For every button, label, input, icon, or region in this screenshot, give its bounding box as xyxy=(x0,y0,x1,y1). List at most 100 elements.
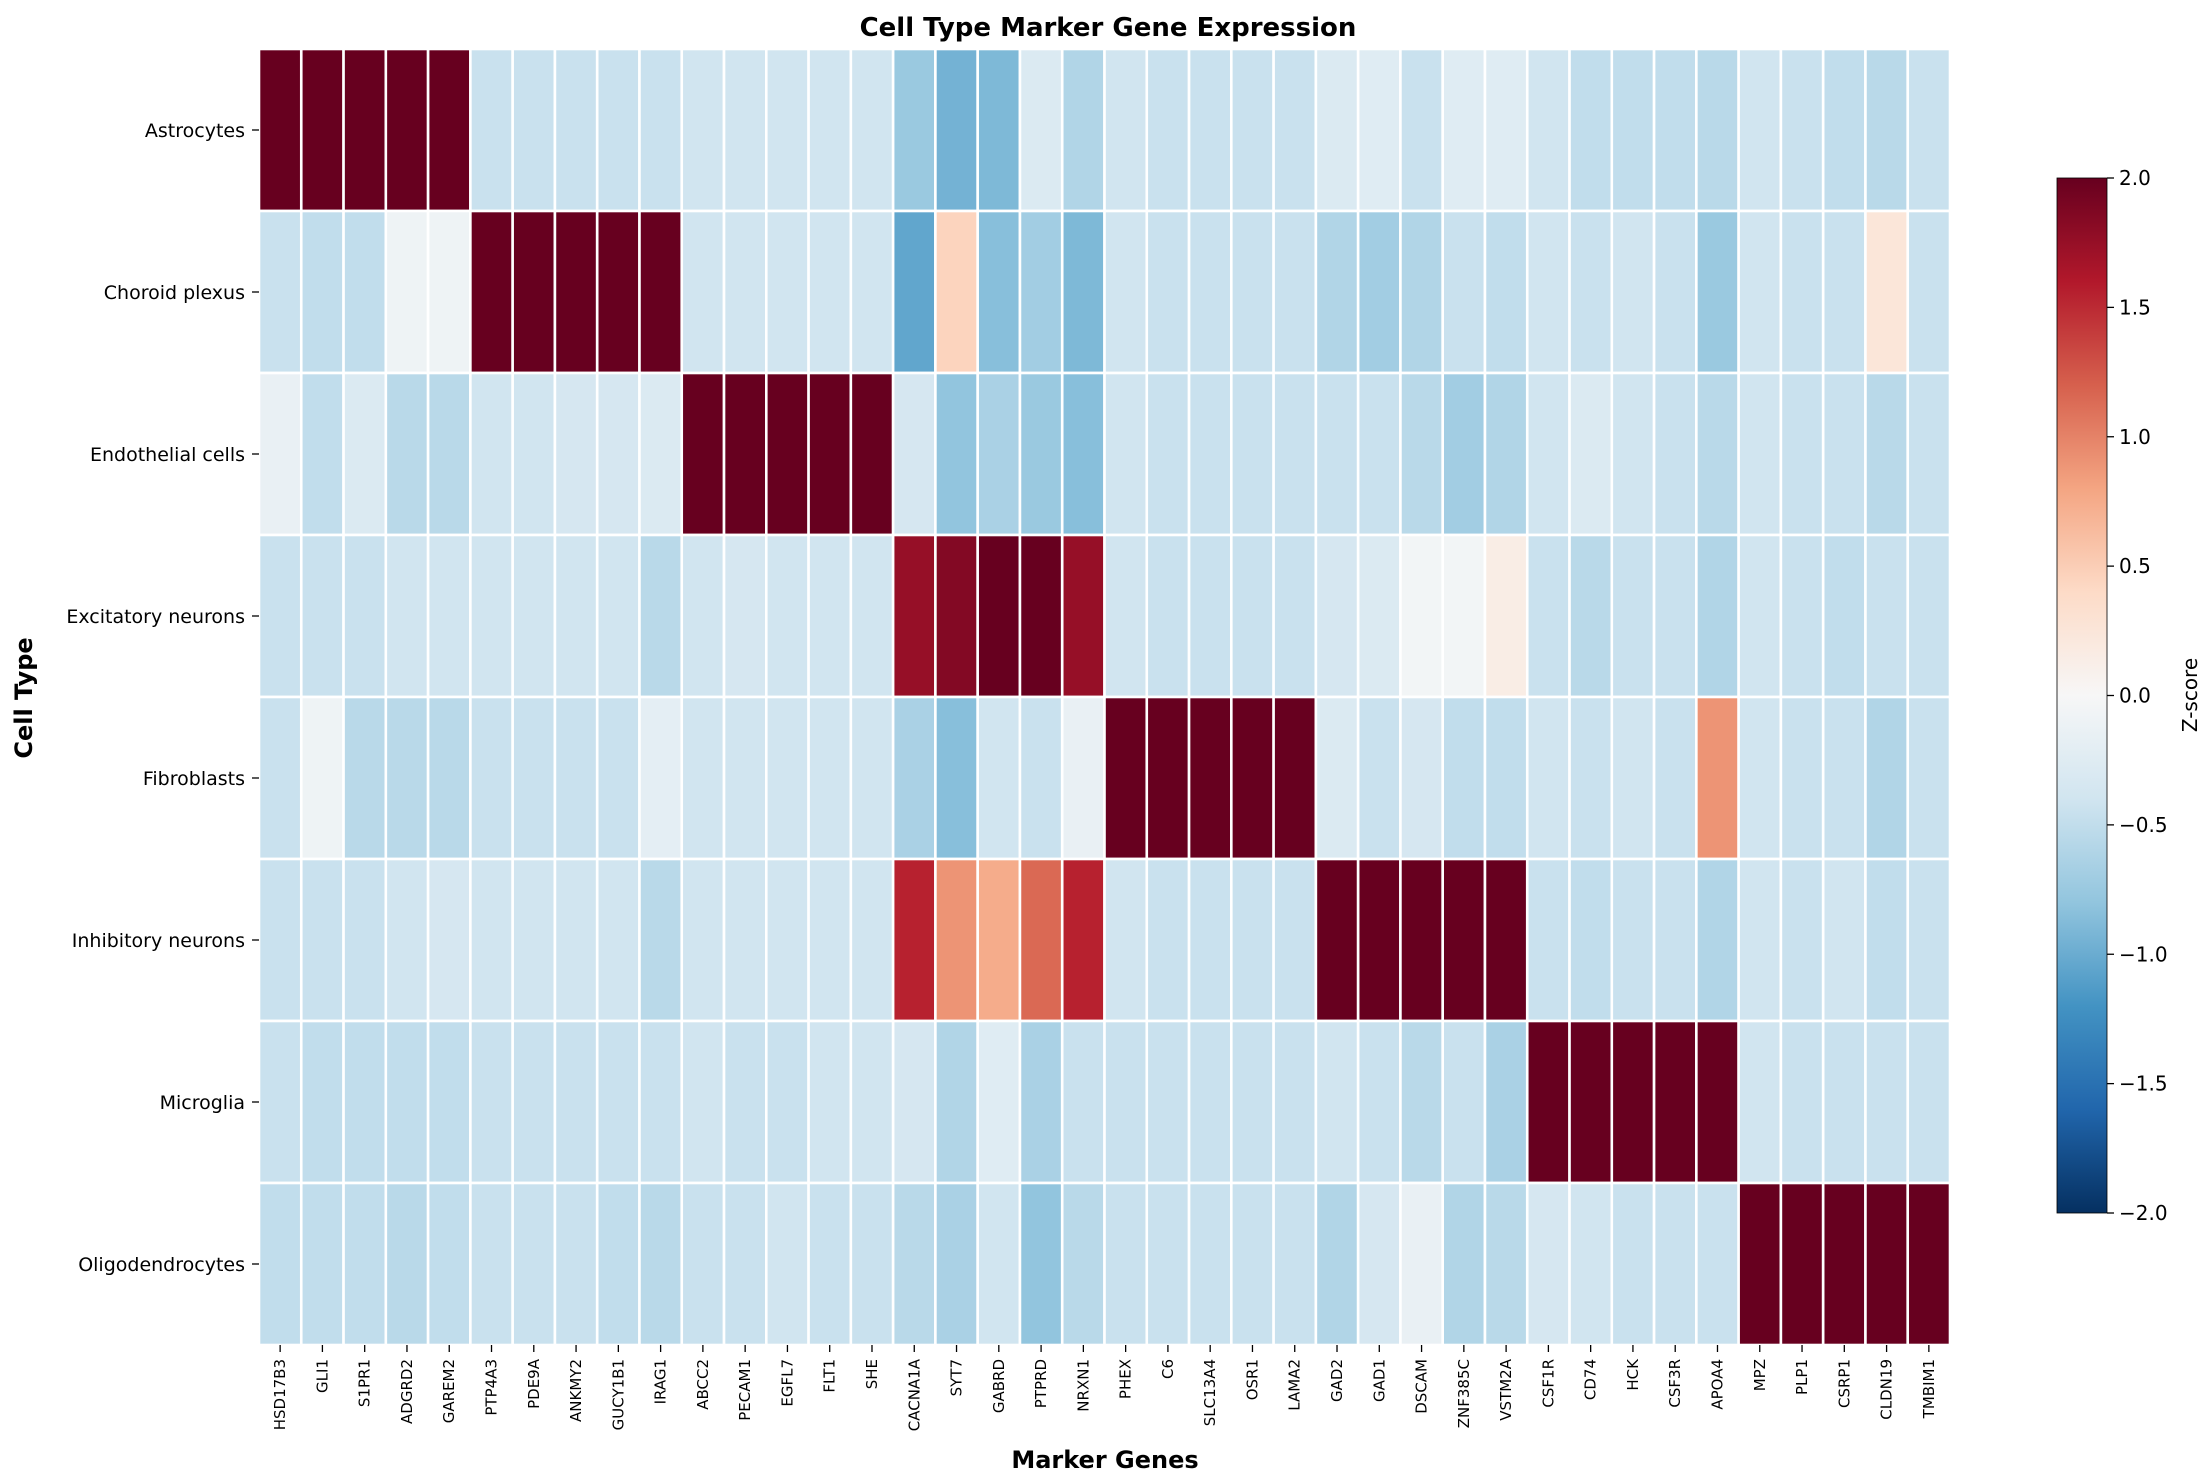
heatmap-cell xyxy=(1821,695,1867,861)
heatmap-cell xyxy=(976,1019,1022,1185)
heatmap-cell xyxy=(934,209,979,375)
heatmap-cell xyxy=(1483,47,1529,213)
x-tick-label: LAMA2 xyxy=(1286,1359,1304,1411)
heatmap-cell xyxy=(1695,857,1740,1023)
heatmap-cell xyxy=(1399,1181,1445,1347)
heatmap-cell xyxy=(1779,857,1825,1023)
heatmap-cell xyxy=(891,533,937,699)
heatmap-cell xyxy=(1314,371,1360,537)
heatmap-cell xyxy=(1356,695,1402,861)
heatmap-cell xyxy=(511,371,557,537)
heatmap-cell xyxy=(722,857,768,1023)
heatmap-cell xyxy=(764,371,810,537)
heatmap-cell xyxy=(426,533,472,699)
x-tick-label: PHEX xyxy=(1117,1359,1135,1399)
heatmap-cell xyxy=(342,695,388,861)
heatmap-cell xyxy=(1018,857,1064,1023)
heatmap-cell xyxy=(1610,1181,1656,1347)
heatmap-cell xyxy=(1018,47,1064,213)
colorbar-ticks: 2.0 1.5 1.0 0.5 0.0 −0.5 −1.0 −1.5 −2.0 xyxy=(2107,166,2168,1225)
heatmap-cell xyxy=(553,47,599,213)
heatmap-cell xyxy=(257,1019,303,1185)
heatmap-cell xyxy=(1525,371,1571,537)
heatmap-cell xyxy=(426,209,472,375)
heatmap-cell xyxy=(849,533,895,699)
heatmap-cell xyxy=(426,371,472,537)
heatmap-cell xyxy=(384,695,430,861)
heatmap-cell xyxy=(1568,371,1614,537)
heatmap-cell xyxy=(1356,1019,1402,1185)
heatmap-cell xyxy=(1103,371,1149,537)
colorbar-tick-label: 2.0 xyxy=(2119,166,2151,190)
heatmap-cell xyxy=(342,1181,388,1347)
heatmap-cell xyxy=(257,1181,303,1347)
heatmap-cell xyxy=(891,209,937,375)
heatmap-cell xyxy=(1187,209,1233,375)
heatmap-cell xyxy=(1230,695,1275,861)
heatmap-cell xyxy=(1610,1019,1656,1185)
heatmap-cell xyxy=(1779,533,1825,699)
heatmap-cell xyxy=(1230,1019,1275,1185)
heatmap-cell xyxy=(976,371,1022,537)
heatmap-cell xyxy=(1864,533,1910,699)
heatmap-cell xyxy=(1652,47,1698,213)
heatmap-cell xyxy=(1103,1181,1149,1347)
heatmap-cell xyxy=(722,47,768,213)
heatmap-cell xyxy=(976,695,1022,861)
heatmap-cell xyxy=(891,695,937,861)
heatmap-cell xyxy=(807,371,853,537)
x-tick-label: GLI1 xyxy=(313,1359,331,1393)
heatmap-cell xyxy=(1018,533,1064,699)
heatmap-cell xyxy=(1060,371,1106,537)
x-tick-label: DSCAM xyxy=(1413,1359,1431,1414)
heatmap-cell xyxy=(1145,857,1191,1023)
heatmap-cell xyxy=(1652,1181,1698,1347)
heatmap-cell xyxy=(891,371,937,537)
heatmap-cell xyxy=(722,1019,768,1185)
heatmap-cell xyxy=(469,1181,514,1347)
heatmap-cell xyxy=(976,47,1022,213)
heatmap-cell xyxy=(1356,533,1402,699)
heatmap-cell xyxy=(1018,1019,1064,1185)
heatmap-cell xyxy=(1103,695,1149,861)
heatmap-cell xyxy=(595,1019,641,1185)
heatmap-cell xyxy=(342,371,388,537)
heatmap-cell xyxy=(1821,371,1867,537)
x-tick-label: SHE xyxy=(863,1359,881,1389)
colorbar-tick-label: −0.5 xyxy=(2119,813,2168,837)
heatmap-cell xyxy=(1441,209,1487,375)
heatmap-cell xyxy=(722,209,768,375)
heatmap-cell xyxy=(257,371,303,537)
heatmap-cell xyxy=(1145,47,1191,213)
heatmap-cell xyxy=(384,1019,430,1185)
heatmap-cell xyxy=(1695,695,1740,861)
x-tick-label: CD74 xyxy=(1582,1359,1600,1400)
heatmap-cell xyxy=(680,857,726,1023)
x-tick-label: CSF1R xyxy=(1539,1359,1557,1408)
heatmap-cell xyxy=(807,695,853,861)
heatmap-cell xyxy=(1652,695,1698,861)
heatmap-cell xyxy=(1314,857,1360,1023)
heatmap-cell xyxy=(1187,1181,1233,1347)
heatmap-cell xyxy=(299,209,345,375)
heatmap-cell xyxy=(553,209,599,375)
heatmap-cell xyxy=(1441,371,1487,537)
x-tick-label: OSR1 xyxy=(1243,1359,1261,1400)
heatmap-cell xyxy=(384,209,430,375)
heatmap-cell xyxy=(595,47,641,213)
heatmap-cell xyxy=(638,209,684,375)
heatmap-cell xyxy=(1272,1181,1318,1347)
heatmap-cell xyxy=(680,1181,726,1347)
heatmap-cell xyxy=(1821,533,1867,699)
heatmap-cell xyxy=(1060,857,1106,1023)
heatmap-cell xyxy=(1737,1019,1783,1185)
heatmap-cell xyxy=(595,1181,641,1347)
heatmap-cell xyxy=(976,533,1022,699)
heatmap-cell xyxy=(553,1181,599,1347)
x-tick-label: ADGRD2 xyxy=(398,1359,416,1424)
heatmap-cell xyxy=(1018,209,1064,375)
x-tick-label: HSD17B3 xyxy=(271,1359,289,1430)
heatmap-cell xyxy=(426,1019,472,1185)
heatmap-cell xyxy=(1483,695,1529,861)
heatmap-cell xyxy=(1441,47,1487,213)
